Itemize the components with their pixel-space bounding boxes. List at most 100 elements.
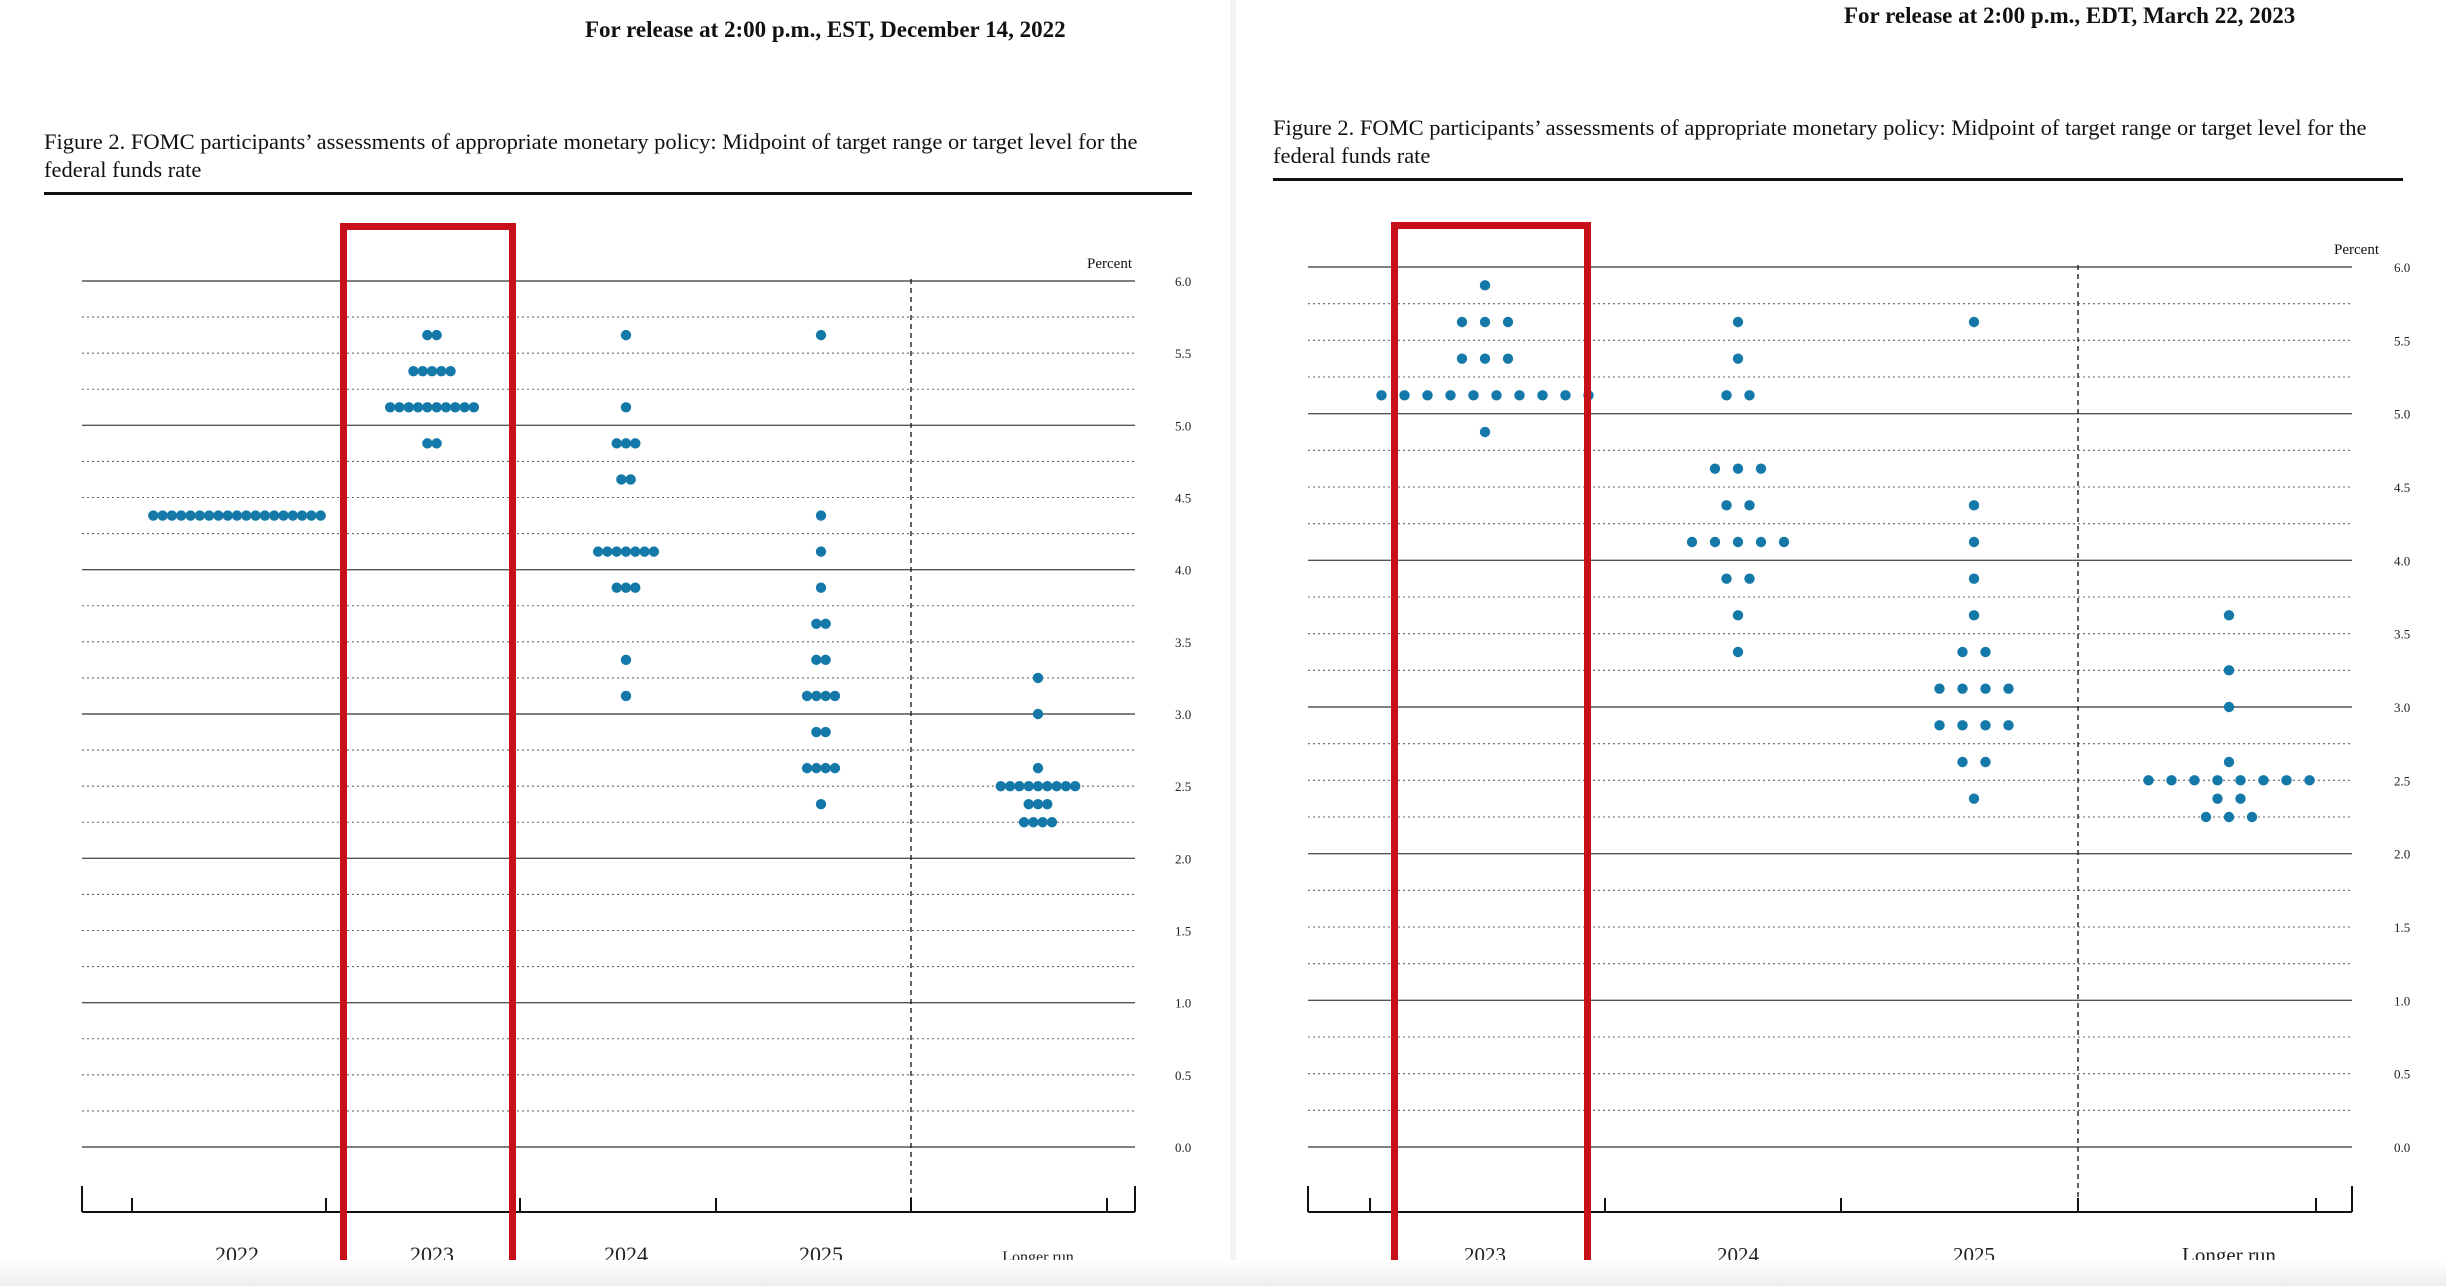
dot-longer-run <box>1042 780 1053 792</box>
dot-longer-run <box>1032 780 1044 792</box>
dot-2023 <box>445 366 456 377</box>
dot-2023 <box>1479 280 1491 291</box>
dot-2025 <box>1968 573 1980 584</box>
dot-2023 <box>1468 390 1479 401</box>
dot-2023 <box>1479 316 1491 328</box>
dot-2023 <box>1376 390 1387 401</box>
dot-2025 <box>2003 720 2014 731</box>
dot-2024 <box>611 438 622 449</box>
y-tick-label: 4.0 <box>1175 563 1191 578</box>
y-tick-label: 0.0 <box>2394 1140 2410 1155</box>
dot-2024 <box>611 546 622 557</box>
dot-longer-run <box>1028 817 1039 828</box>
dot-2023 <box>1514 390 1525 401</box>
dot-longer-run <box>2223 665 2235 676</box>
dot-2023 <box>440 402 452 413</box>
dot-2022 <box>176 510 187 521</box>
dot-2024 <box>1744 573 1755 584</box>
dot-2025 <box>1957 756 1968 768</box>
y-tick-label: 1.0 <box>2394 993 2410 1008</box>
y-tick-label: 0.5 <box>1175 1068 1191 1083</box>
panel-dec-2022: For release at 2:00 p.m., EST, December … <box>44 17 1192 1286</box>
dot-longer-run <box>2200 811 2212 823</box>
dot-longer-run <box>2235 775 2246 786</box>
dot-longer-run <box>2212 775 2223 786</box>
y-tick-label: 4.0 <box>2394 553 2410 568</box>
y-tick-label: 5.0 <box>2394 407 2410 422</box>
dot-2025 <box>820 618 831 629</box>
dot-2025 <box>820 726 831 738</box>
dot-2023 <box>431 438 442 449</box>
y-tick-label: 0.0 <box>1175 1140 1191 1155</box>
dot-2025 <box>811 690 822 702</box>
dot-2022 <box>315 510 326 521</box>
dot-2023 <box>422 438 433 449</box>
dot-2024 <box>1686 536 1698 548</box>
dot-2024 <box>1778 536 1790 548</box>
dot-longer-run <box>1046 817 1058 828</box>
dot-2022 <box>203 510 215 521</box>
dot-2022 <box>259 510 271 521</box>
dot-2025 <box>1968 500 1980 511</box>
dot-2025 <box>1980 720 1991 731</box>
dot-longer-run <box>1051 780 1062 792</box>
dot-2024 <box>1732 463 1744 474</box>
y-tick-label: 1.5 <box>1175 924 1191 939</box>
dot-2023 <box>426 366 438 377</box>
dot-2025 <box>815 510 827 521</box>
dot-longer-run <box>1032 762 1044 774</box>
dot-longer-run <box>1023 799 1034 810</box>
dot-longer-run <box>2166 775 2177 786</box>
dot-2025 <box>801 762 813 774</box>
dot-longer-run <box>2258 775 2269 786</box>
dot-2023 <box>408 366 419 377</box>
y-tick-label: 5.5 <box>1175 346 1191 361</box>
figure-title: Figure 2. FOMC participants’ assessments… <box>44 129 1138 182</box>
dot-2024 <box>1744 390 1755 401</box>
dot-2024 <box>625 474 636 485</box>
dot-2025 <box>815 582 827 593</box>
dot-2024 <box>1755 463 1767 474</box>
dot-2022 <box>222 510 233 521</box>
dot-2023 <box>1422 390 1433 401</box>
dot-longer-run <box>2143 775 2154 786</box>
dot-2023 <box>1560 390 1571 401</box>
dot-2025 <box>1968 536 1980 548</box>
highlight-box-2023 <box>340 223 516 1286</box>
dot-longer-run <box>2246 811 2258 823</box>
dot-2024 <box>630 438 641 449</box>
dot-longer-run <box>1032 672 1044 684</box>
dot-2023 <box>422 402 433 413</box>
dot-longer-run <box>1070 780 1081 792</box>
dot-2024 <box>1755 536 1767 548</box>
dot-longer-run <box>1014 780 1025 792</box>
dot-2025 <box>1934 683 1945 694</box>
y-tick-label: 0.5 <box>2394 1067 2410 1082</box>
dot-longer-run <box>2223 701 2235 713</box>
dot-2023 <box>417 366 428 377</box>
y-tick-label: 2.5 <box>1175 779 1191 794</box>
bottom-fade <box>0 1260 2446 1286</box>
dot-2025 <box>820 762 831 774</box>
dot-2024 <box>1744 500 1755 511</box>
dot-2022 <box>296 510 308 521</box>
dot-2024 <box>630 546 641 557</box>
dot-longer-run <box>2223 811 2235 823</box>
dot-2022 <box>213 510 224 521</box>
dot-2023 <box>1502 316 1514 328</box>
dot-2024 <box>1732 646 1744 658</box>
dot-2025 <box>815 546 827 557</box>
y-tick-label: 1.5 <box>2394 920 2410 935</box>
dot-2022 <box>194 510 205 521</box>
dot-longer-run <box>1060 780 1072 792</box>
dot-2025 <box>1980 756 1991 768</box>
dot-longer-run <box>2304 775 2315 786</box>
dot-2022 <box>166 510 178 521</box>
dot-2022 <box>250 510 261 521</box>
dot-2023 <box>468 402 480 413</box>
dot-2025 <box>1957 683 1968 694</box>
dot-2025 <box>811 726 822 738</box>
dot-2024 <box>639 546 650 557</box>
dot-2023 <box>384 402 396 413</box>
release-text: For release at 2:00 p.m., EST, December … <box>585 17 1066 42</box>
